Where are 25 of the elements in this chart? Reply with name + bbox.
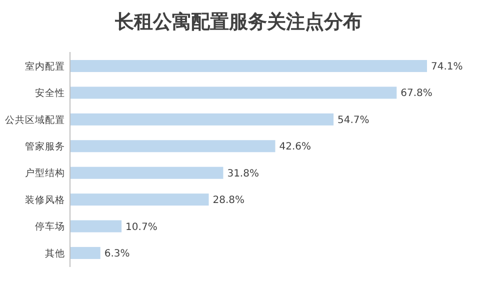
bar [70, 166, 224, 179]
y-tick-label: 停车场 [35, 220, 65, 233]
bar [70, 220, 122, 232]
data-label: 42.6% [279, 142, 312, 153]
data-label: 67.8% [400, 88, 432, 100]
bar [70, 140, 276, 152]
data-label: 54.7% [338, 114, 370, 126]
chart-title: 长租公寓配置服务关注点分布 [114, 11, 362, 33]
data-label: 31.8% [227, 168, 259, 180]
y-tick-label: 安全性 [35, 87, 65, 100]
bar [70, 113, 334, 126]
y-tick-label: 管家服务 [25, 140, 65, 152]
data-label: 74.1% [431, 62, 463, 73]
bar [70, 194, 209, 206]
bar [70, 60, 427, 72]
y-tick-label: 装修风格 [25, 194, 65, 206]
y-tick-label: 室内配置 [25, 60, 65, 72]
bar [70, 86, 397, 99]
y-tick-label: 公共区域配置 [5, 114, 65, 126]
y-tick-label: 其他 [45, 247, 65, 260]
y-tick-label: 户型结构 [25, 167, 65, 180]
data-label: 28.8% [212, 195, 245, 206]
data-label: 10.7% [126, 222, 158, 233]
bar [70, 246, 100, 259]
data-label: 6.3% [104, 248, 130, 260]
